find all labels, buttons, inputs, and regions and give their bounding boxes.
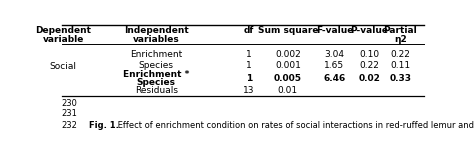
- Text: P-value: P-value: [350, 27, 388, 35]
- Text: 1: 1: [246, 61, 252, 70]
- Text: 1.65: 1.65: [324, 61, 345, 70]
- Text: 0.01: 0.01: [278, 86, 298, 95]
- Text: 0.005: 0.005: [274, 74, 302, 83]
- Text: 232: 232: [62, 121, 77, 130]
- Text: Species: Species: [138, 61, 173, 70]
- Text: η2: η2: [394, 35, 407, 44]
- Text: Species: Species: [137, 78, 176, 87]
- Text: 0.10: 0.10: [359, 50, 379, 59]
- Text: variables: variables: [133, 35, 180, 44]
- Text: Effect of enrichment condition on rates of social interactions in red-ruffed lem: Effect of enrichment condition on rates …: [115, 121, 474, 130]
- Text: Enrichment: Enrichment: [130, 50, 182, 59]
- Text: Enrichment *: Enrichment *: [123, 70, 189, 79]
- Text: df: df: [244, 27, 255, 35]
- Text: Sum square: Sum square: [258, 27, 318, 35]
- Text: 0.002: 0.002: [275, 50, 301, 59]
- Text: F-value: F-value: [316, 27, 353, 35]
- Text: 1: 1: [246, 50, 252, 59]
- Text: 0.02: 0.02: [358, 74, 380, 83]
- Text: Fig. 1.: Fig. 1.: [89, 121, 118, 130]
- Text: 0.22: 0.22: [390, 50, 410, 59]
- Text: 0.001: 0.001: [275, 61, 301, 70]
- Text: 3.04: 3.04: [324, 50, 345, 59]
- Text: 0.11: 0.11: [390, 61, 410, 70]
- Text: variable: variable: [43, 35, 84, 44]
- Text: 13: 13: [243, 86, 255, 95]
- Text: 0.33: 0.33: [389, 74, 411, 83]
- Text: Social: Social: [50, 62, 77, 71]
- Text: 6.46: 6.46: [323, 74, 346, 83]
- Text: Residuals: Residuals: [135, 86, 178, 95]
- Text: 230: 230: [62, 99, 77, 108]
- Text: 0.22: 0.22: [359, 61, 379, 70]
- Text: 231: 231: [62, 109, 77, 118]
- Text: 1: 1: [246, 74, 252, 83]
- Text: Dependent: Dependent: [35, 27, 91, 35]
- Text: Partial: Partial: [383, 27, 417, 35]
- Text: Independent: Independent: [124, 27, 189, 35]
